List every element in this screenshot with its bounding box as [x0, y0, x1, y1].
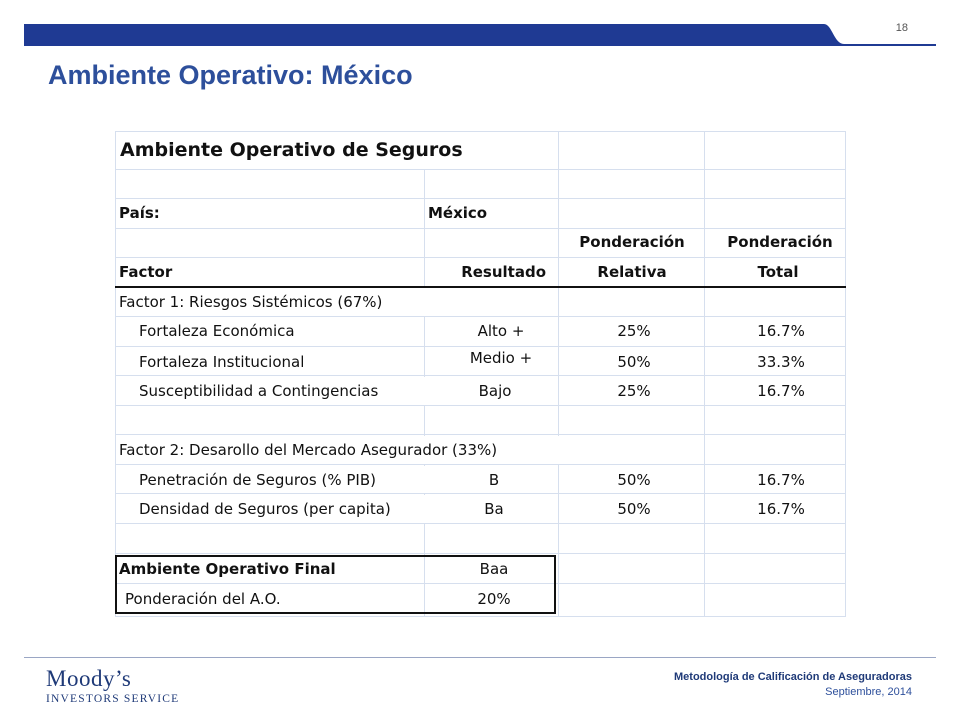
grid-line: [115, 198, 846, 199]
logo-main-text: Moody’s: [46, 666, 132, 691]
grid-line: [115, 228, 846, 229]
moodys-logo: Moody’s INVESTORS SERVICE: [46, 666, 180, 706]
top-accent-bar: [24, 24, 936, 46]
grid-line: [115, 493, 846, 494]
footer-divider: [24, 657, 936, 658]
factor1-row2-name: Fortaleza Institucional: [139, 353, 305, 371]
factor2-row2-resultado: Ba: [484, 500, 504, 518]
operating-environment-table: Ambiente Operativo de Seguros País: Méxi…: [115, 131, 846, 617]
table-title: Ambiente Operativo de Seguros: [120, 139, 463, 161]
header-ponderacion-relativa-1: Ponderación: [579, 233, 685, 251]
document-title: Metodología de Calificación de Asegurado…: [674, 671, 912, 683]
header-factor: Factor: [119, 263, 173, 281]
factor1-row3-name: Susceptibilidad a Contingencias: [139, 382, 379, 400]
grid-line: [704, 131, 705, 617]
factor2-row1-name: Penetración de Seguros (% PIB): [139, 471, 376, 489]
grid-line: [115, 257, 846, 258]
country-label: País:: [119, 204, 160, 222]
header-resultado: Resultado: [461, 263, 546, 281]
page-number: 18: [895, 22, 908, 34]
factor1-row1-total: 16.7%: [757, 322, 805, 340]
country-value: México: [428, 204, 488, 222]
factor2-row1-relativa: 50%: [617, 471, 651, 489]
grid-line: [115, 434, 846, 435]
grid-line: [115, 169, 846, 170]
header-ponderacion-total-2: Total: [757, 263, 799, 281]
logo-sub-text: INVESTORS SERVICE: [46, 693, 180, 705]
factor1-row3-relativa: 25%: [617, 382, 651, 400]
factor1-row3-total: 16.7%: [757, 382, 805, 400]
factor2-row1-resultado: B: [488, 471, 500, 489]
grid-line: [115, 523, 846, 524]
final-value: Baa: [479, 560, 509, 578]
header-divider: [115, 286, 846, 288]
factor1-row3-resultado: Bajo: [478, 382, 512, 400]
factor2-row2-name: Densidad de Seguros (per capita): [139, 500, 391, 518]
slide-title: Ambiente Operativo: México: [48, 60, 413, 90]
grid-line: [424, 131, 425, 617]
weight-value: 20%: [477, 590, 511, 608]
factor1-row1-relativa: 25%: [617, 322, 651, 340]
grid-line: [115, 346, 846, 347]
factor1-row2-total: 33.3%: [757, 353, 805, 371]
grid-line: [115, 316, 846, 317]
grid-line: [115, 375, 846, 376]
factor1-row1-name: Fortaleza Económica: [139, 322, 295, 340]
factor2-row1-total: 16.7%: [757, 471, 805, 489]
weight-label: Ponderación del A.O.: [125, 590, 281, 608]
grid-line: [558, 131, 559, 617]
grid-line: [115, 616, 846, 617]
final-label: Ambiente Operativo Final: [119, 560, 336, 578]
grid-line: [115, 553, 846, 554]
grid-line: [115, 405, 846, 406]
footer-info: Metodología de Calificación de Asegurado…: [674, 670, 912, 700]
factor1-title: Factor 1: Riesgos Sistémicos (67%): [119, 293, 383, 311]
grid-line: [115, 583, 846, 584]
grid-line: [845, 131, 846, 617]
factor1-row1-resultado: Alto +: [477, 322, 525, 340]
factor2-title: Factor 2: Desarollo del Mercado Asegurad…: [119, 441, 498, 459]
factor1-row2-relativa: 50%: [617, 353, 651, 371]
header-ponderacion-relativa-2: Relativa: [597, 263, 667, 281]
document-date: Septiembre, 2014: [825, 686, 912, 698]
grid-line: [115, 464, 846, 465]
factor2-row2-total: 16.7%: [757, 500, 805, 518]
grid-line: [115, 131, 116, 617]
factor1-row2-resultado: Medio +: [469, 349, 533, 367]
header-ponderacion-total-1: Ponderación: [727, 233, 833, 251]
grid-line: [115, 131, 846, 132]
factor2-row2-relativa: 50%: [617, 500, 651, 518]
